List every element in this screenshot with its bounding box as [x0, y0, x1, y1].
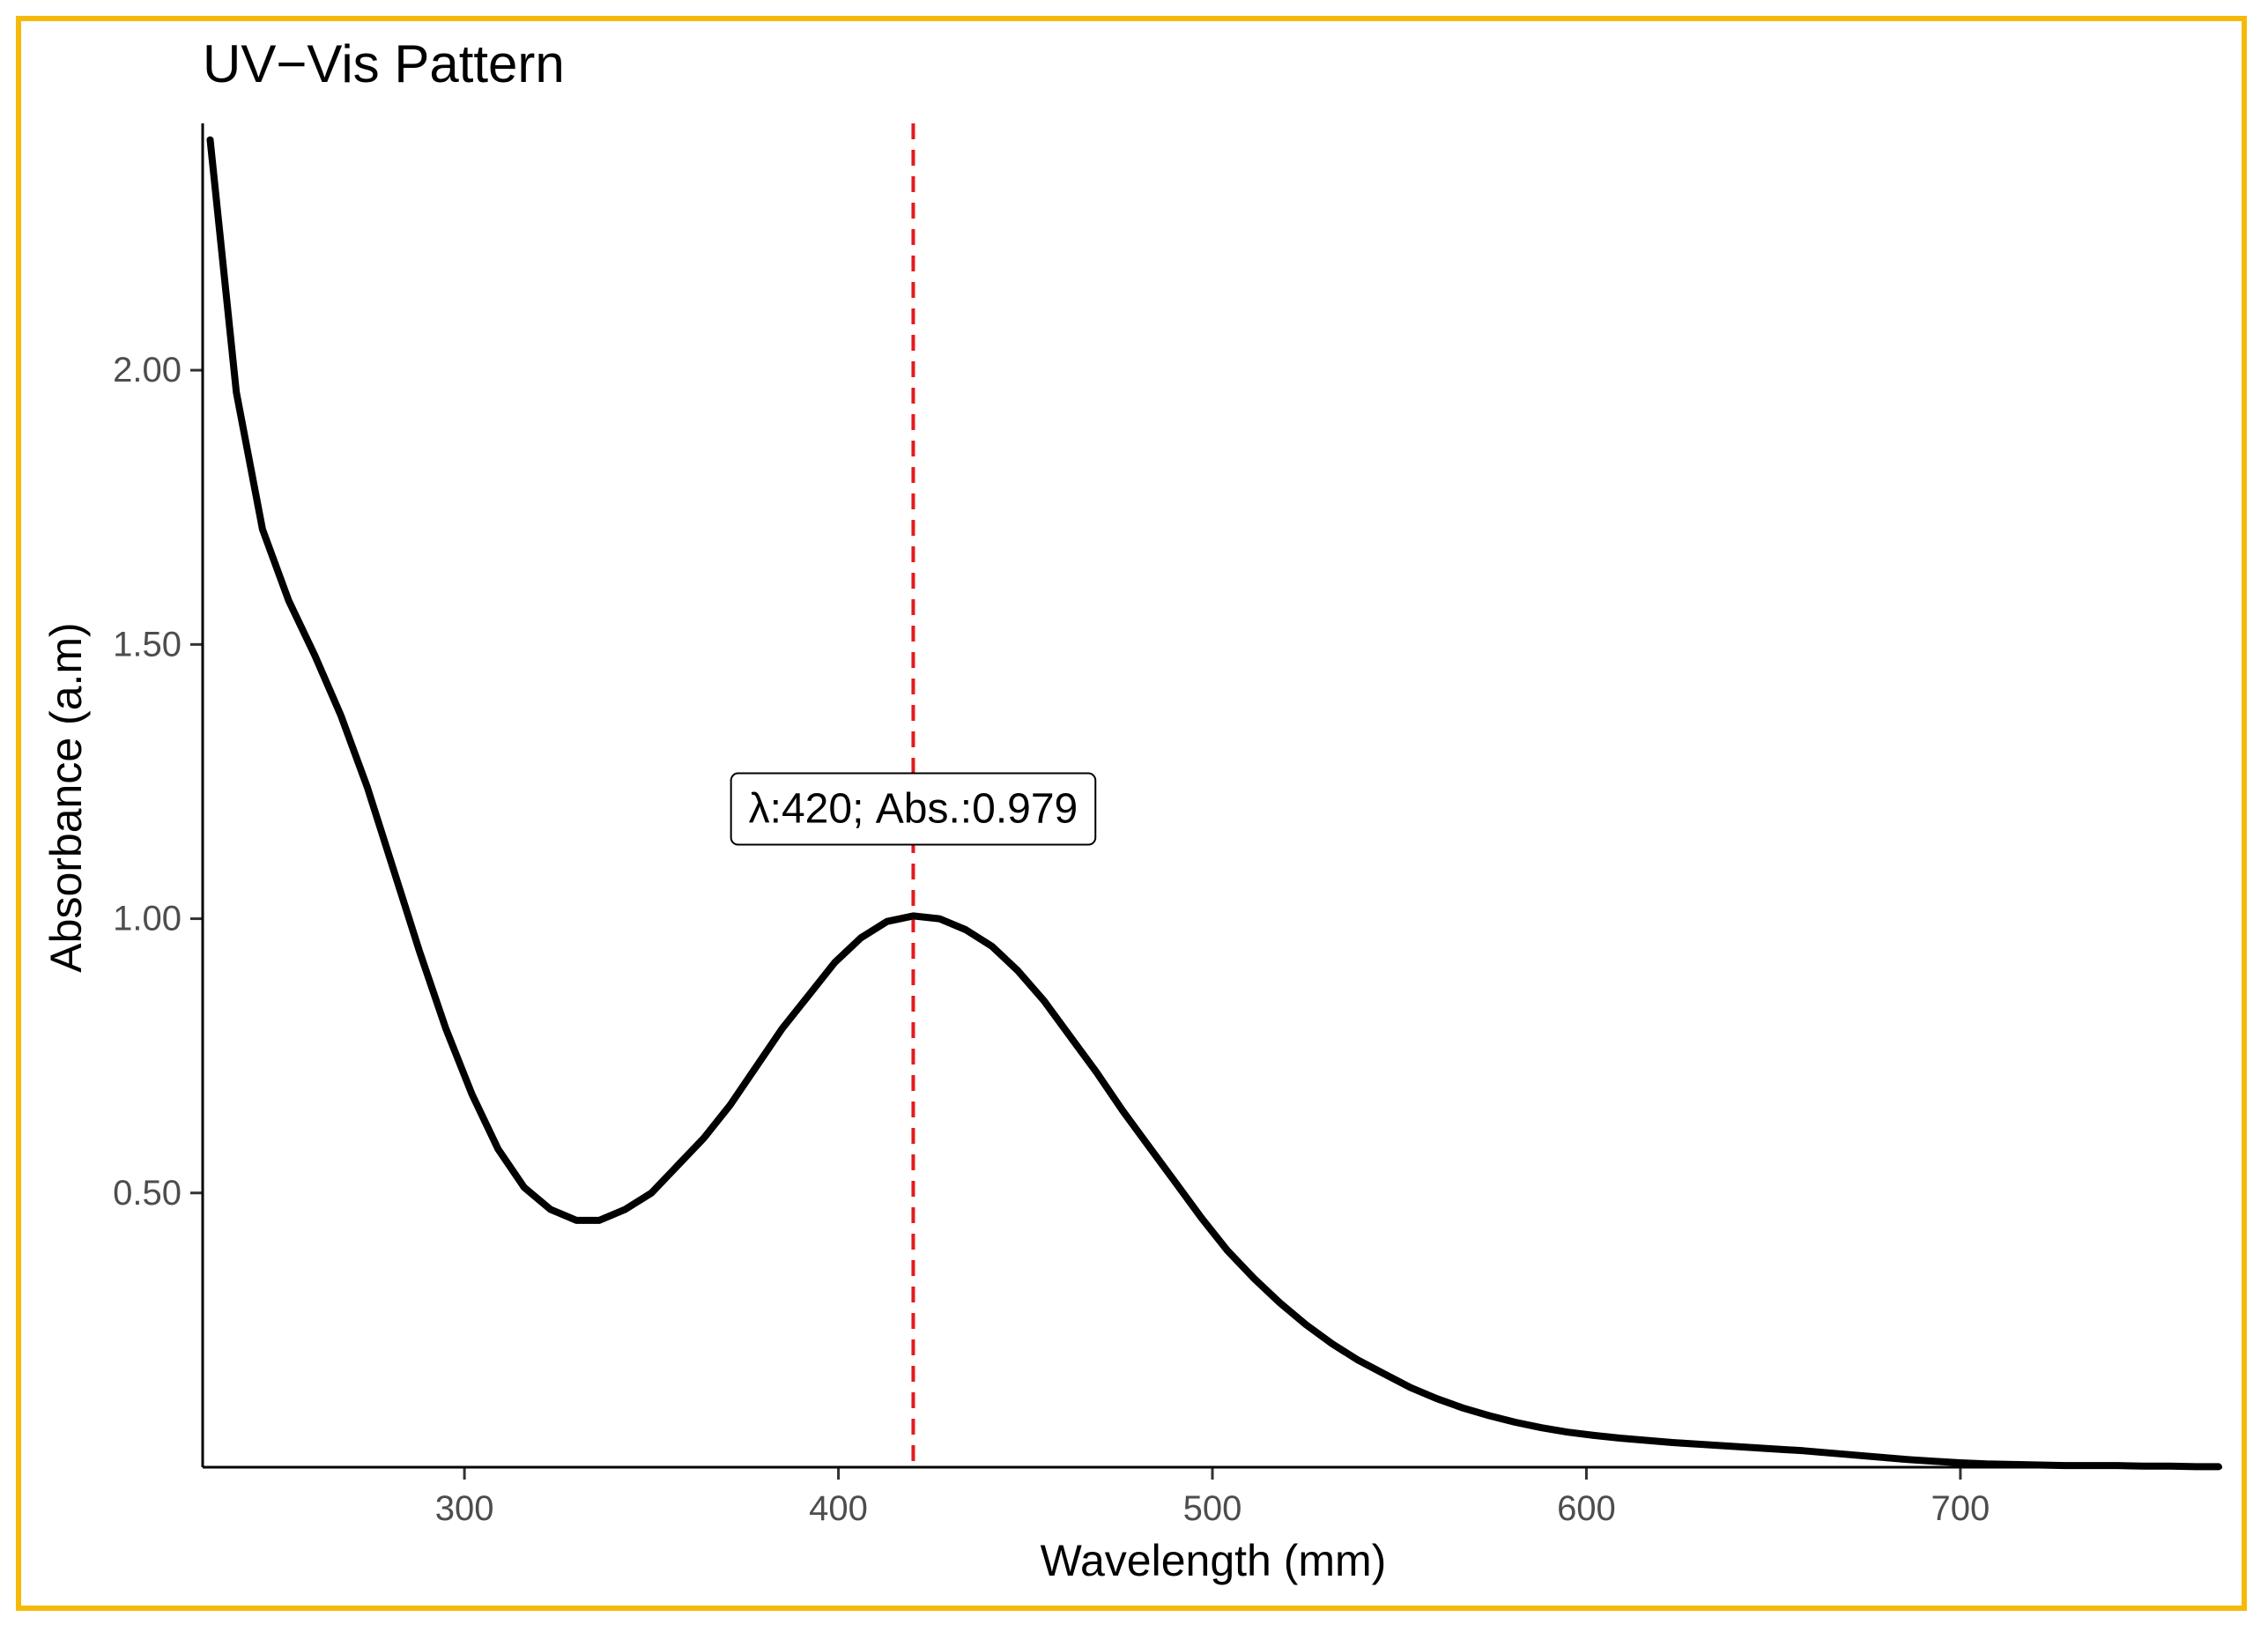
x-axis-ticks: 300 400 500 600 700 [435, 1467, 1990, 1528]
y-axis-title: Absorbance (a.m) [41, 622, 91, 972]
series-line-absorbance [206, 136, 2222, 1471]
peak-annotation: λ:420; Abs.:0.979 [730, 772, 1097, 846]
x-axis-title: Wavelength (mm) [1041, 1536, 1387, 1585]
x-tick-label: 600 [1557, 1489, 1616, 1528]
y-tick-label: 2.00 [113, 351, 182, 389]
x-tick-label: 500 [1183, 1489, 1242, 1528]
y-tick-label: 1.50 [113, 625, 182, 664]
chart-title: UV−Vis Pattern [203, 34, 565, 93]
peak-annotation-label: λ:420; Abs.:0.979 [749, 786, 1078, 833]
x-tick-label: 400 [809, 1489, 868, 1528]
y-tick-label: 0.50 [113, 1174, 182, 1213]
peak-annotation-box [730, 772, 1097, 846]
y-tick-label: 1.00 [113, 900, 182, 938]
x-tick-label: 300 [435, 1489, 494, 1528]
x-tick-label: 700 [1931, 1489, 1990, 1528]
y-axis-ticks: 0.50 1.00 1.50 2.00 [113, 351, 203, 1213]
chart-frame [16, 16, 2247, 1611]
